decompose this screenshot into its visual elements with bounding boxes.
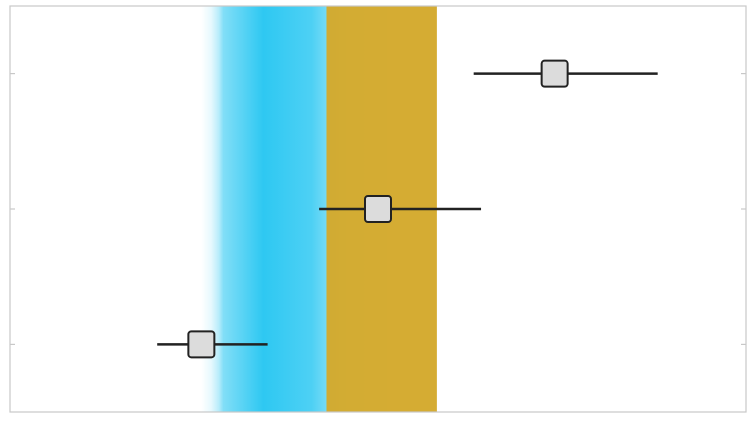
point-marker <box>187 330 216 359</box>
plot-frame <box>9 5 747 413</box>
point-layer <box>157 59 658 359</box>
data-point-row-1 <box>473 59 658 88</box>
tick-layer <box>10 73 746 345</box>
data-point-row-3 <box>157 330 268 359</box>
point-marker <box>540 59 569 88</box>
point-marker <box>364 195 392 223</box>
data-point-row-2 <box>319 195 482 223</box>
